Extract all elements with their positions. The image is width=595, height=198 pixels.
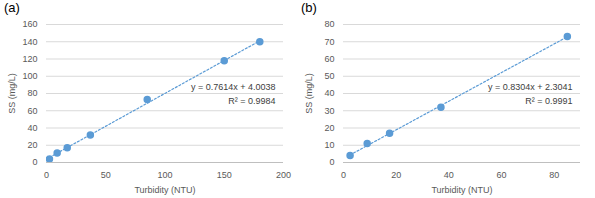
- svg-text:200: 200: [276, 170, 291, 180]
- svg-text:SS (mg/L): SS (mg/L): [304, 73, 314, 114]
- svg-text:SS (mg/L): SS (mg/L): [7, 73, 17, 114]
- svg-text:60: 60: [496, 170, 506, 180]
- svg-text:40: 40: [27, 123, 37, 133]
- svg-text:R² = 0.9984: R² = 0.9984: [228, 96, 275, 106]
- svg-text:80: 80: [324, 19, 334, 29]
- svg-text:80: 80: [27, 88, 37, 98]
- svg-text:150: 150: [217, 170, 232, 180]
- svg-text:140: 140: [22, 37, 37, 47]
- svg-text:60: 60: [324, 54, 334, 64]
- svg-text:0: 0: [32, 157, 37, 167]
- svg-text:30: 30: [324, 106, 334, 116]
- svg-text:y = 0.7614x + 4.0038: y = 0.7614x + 4.0038: [191, 82, 276, 92]
- svg-text:y = 0.8304x + 2.3041: y = 0.8304x + 2.3041: [488, 82, 573, 92]
- html-text:(b): (b): [301, 0, 317, 15]
- svg-text:80: 80: [549, 170, 559, 180]
- svg-text:20: 20: [391, 170, 401, 180]
- svg-text:60: 60: [27, 106, 37, 116]
- svg-text:0: 0: [341, 170, 346, 180]
- svg-text:20: 20: [27, 140, 37, 150]
- svg-text:160: 160: [22, 19, 37, 29]
- svg-text:Turbidity (NTU): Turbidity (NTU): [431, 185, 492, 195]
- svg-text:120: 120: [22, 54, 37, 64]
- svg-text:100: 100: [157, 170, 172, 180]
- svg-text:R² = 0.9991: R² = 0.9991: [525, 96, 572, 106]
- svg-text:50: 50: [101, 170, 111, 180]
- svg-text:40: 40: [324, 88, 334, 98]
- svg-text:70: 70: [324, 37, 334, 47]
- svg-text:40: 40: [444, 170, 454, 180]
- svg-text:100: 100: [22, 71, 37, 81]
- svg-text:0: 0: [44, 170, 49, 180]
- html-text:(a): (a): [4, 0, 20, 15]
- svg-text:Turbidity (NTU): Turbidity (NTU): [134, 185, 195, 195]
- svg-text:10: 10: [324, 140, 334, 150]
- svg-text:20: 20: [324, 123, 334, 133]
- svg-text:50: 50: [324, 71, 334, 81]
- svg-text:0: 0: [329, 157, 334, 167]
